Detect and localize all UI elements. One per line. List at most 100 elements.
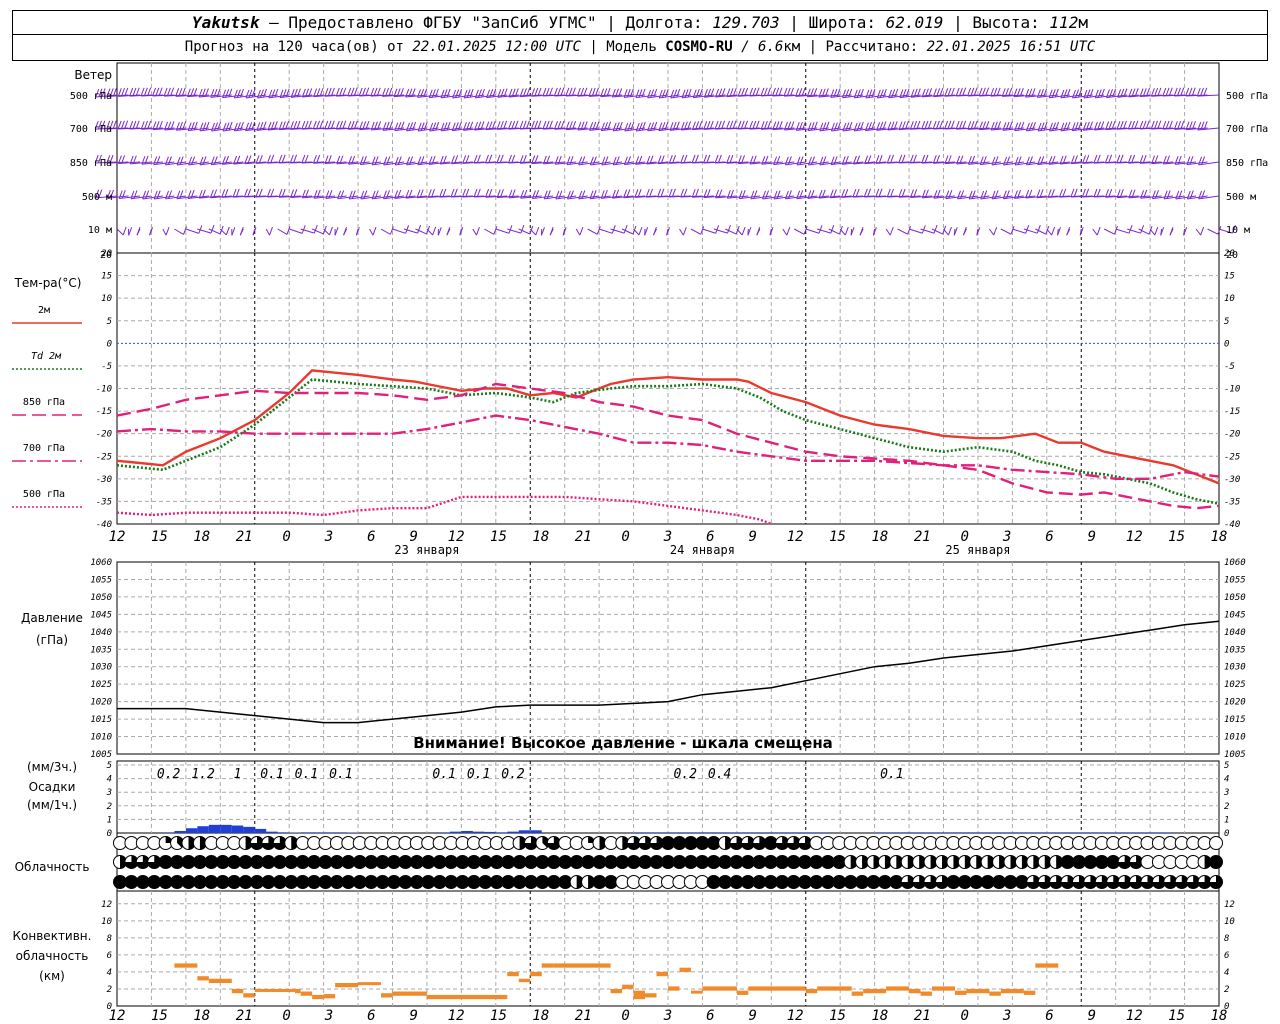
wind-barb-flag bbox=[773, 190, 778, 200]
wind-barb-flag bbox=[990, 87, 995, 97]
wind-barb bbox=[245, 88, 267, 99]
pres-ytick-left: 1045 bbox=[90, 610, 112, 620]
wind-barb bbox=[680, 188, 703, 198]
wind-barb-flag bbox=[347, 121, 352, 130]
cloud-circle bbox=[1129, 875, 1144, 889]
cloud-circle-fill bbox=[513, 875, 527, 889]
cloud-circle bbox=[227, 875, 242, 889]
wind-barb-flag bbox=[615, 156, 620, 165]
precip-bar bbox=[713, 832, 726, 833]
conv-cloud-bar bbox=[966, 988, 990, 994]
wind-barb bbox=[232, 188, 255, 198]
wind-barb-flag bbox=[738, 190, 743, 199]
wind-barb-shaft bbox=[185, 228, 200, 234]
wind-barb bbox=[715, 189, 737, 199]
wind-barb-flag bbox=[193, 87, 198, 97]
wind-barb bbox=[437, 227, 442, 236]
wind-barb-flag bbox=[968, 190, 973, 200]
wind-barb bbox=[872, 227, 877, 236]
cloud-circle-fill bbox=[1004, 875, 1017, 889]
wind-barb-flag bbox=[1093, 121, 1098, 131]
conv-cloud-bar bbox=[690, 990, 703, 994]
wind-barb-flag bbox=[818, 225, 823, 234]
wind-barb-shaft bbox=[702, 228, 716, 234]
wind-barb-flag bbox=[991, 190, 996, 200]
wind-barb-flag bbox=[672, 154, 677, 164]
wind-barb-flag bbox=[615, 189, 620, 198]
wind-barb bbox=[428, 88, 450, 99]
wind-barb-flag bbox=[848, 88, 853, 98]
wind-barb-flag bbox=[947, 226, 952, 236]
wind-barb-flag bbox=[511, 154, 516, 164]
temp-series-line bbox=[116, 495, 772, 526]
wind-barb bbox=[943, 226, 952, 236]
wind-barb-flag bbox=[1085, 154, 1090, 164]
cloud-circle-fill bbox=[353, 875, 367, 889]
cloud-circle bbox=[1037, 855, 1052, 869]
wind-barb-flag bbox=[1162, 120, 1167, 130]
cloud-circle bbox=[980, 855, 995, 869]
wind-barb bbox=[842, 88, 864, 99]
precip-bar bbox=[185, 828, 198, 833]
time-tick-label: 9 bbox=[409, 529, 417, 545]
pres-ytick-right: 1050 bbox=[1224, 593, 1246, 603]
conv-cloud-bar bbox=[300, 991, 313, 996]
cloud-circle bbox=[809, 855, 824, 869]
wind-barb bbox=[472, 227, 480, 236]
wind-barb-flag bbox=[644, 227, 649, 236]
wind-barb-flag bbox=[1001, 88, 1006, 97]
pres-ytick-left: 1015 bbox=[90, 715, 112, 725]
wind-barb-flag bbox=[1128, 225, 1133, 234]
wind-barb-flag bbox=[132, 120, 137, 130]
wind-barb bbox=[852, 155, 875, 165]
precip-bar bbox=[656, 832, 668, 833]
temp-series-line bbox=[116, 414, 1220, 480]
cloud-circle-fill bbox=[558, 875, 572, 889]
wind-barb-flag bbox=[523, 189, 528, 199]
wind-barb bbox=[647, 88, 669, 99]
wind-barb-flag bbox=[577, 121, 582, 131]
wind-barb-flag bbox=[932, 88, 937, 97]
wind-barb-flag bbox=[355, 227, 360, 236]
wind-barb-flag bbox=[921, 88, 926, 98]
wind-barb-flag bbox=[741, 190, 746, 199]
wind-barb-flag bbox=[1127, 154, 1132, 164]
wind-barb-flag bbox=[236, 155, 241, 164]
wind-barb-flag bbox=[228, 121, 233, 131]
wind-barb-flag bbox=[496, 121, 501, 130]
wind-barb bbox=[164, 156, 186, 166]
wind-barb-flag bbox=[548, 120, 553, 129]
cloud-circle-fill bbox=[1095, 855, 1109, 869]
cloud-circle bbox=[1026, 875, 1041, 889]
day-label: 24 января bbox=[670, 543, 735, 557]
cloud-circle-fill bbox=[1118, 855, 1132, 869]
wind-barb bbox=[635, 88, 657, 99]
wind-barb-shaft bbox=[495, 228, 510, 234]
wind-barb-flag bbox=[361, 87, 366, 96]
wind-barb-flag bbox=[455, 89, 460, 98]
temp-title: Тем-ра(°C) bbox=[14, 276, 82, 290]
wind-barb-flag bbox=[236, 89, 241, 98]
wind-barb-flag bbox=[658, 89, 663, 99]
wind-barb bbox=[623, 156, 646, 166]
precip-bar bbox=[461, 830, 473, 833]
wind-barb-flag bbox=[474, 121, 479, 131]
wind-barb-flag bbox=[1105, 89, 1110, 98]
precip-ytick-left: 4 bbox=[107, 775, 112, 785]
wind-barb-shaft bbox=[782, 228, 788, 236]
wind-barb-flag bbox=[1165, 87, 1170, 97]
wind-barb-flag bbox=[337, 190, 342, 199]
conv-ytick-left: 10 bbox=[101, 917, 112, 927]
wind-barb-flag bbox=[535, 190, 540, 199]
wind-barb bbox=[601, 156, 623, 166]
cloud-circle bbox=[786, 875, 801, 889]
wind-barb-flag bbox=[1073, 155, 1078, 164]
cloud-circle bbox=[900, 875, 915, 889]
wind-barb bbox=[921, 154, 944, 164]
wind-barb-flag bbox=[878, 154, 883, 164]
wind-barb-flag bbox=[152, 87, 157, 97]
precip-3h-label: 0.2 bbox=[501, 767, 525, 782]
wind-barb bbox=[1023, 225, 1041, 234]
cloud-circle-fill bbox=[193, 875, 207, 889]
wind-barb-flag bbox=[638, 226, 643, 236]
